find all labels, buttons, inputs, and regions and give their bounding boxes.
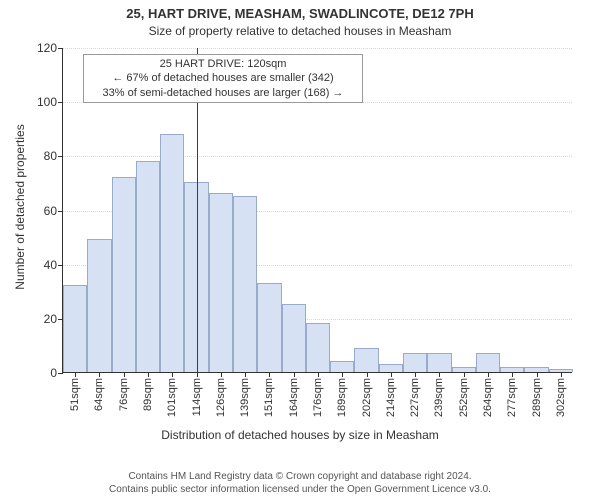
annotation-box: 25 HART DRIVE: 120sqm ← 67% of detached … bbox=[83, 54, 363, 103]
x-tick-label: 214sqm bbox=[385, 378, 397, 417]
histogram-bar bbox=[306, 323, 330, 372]
plot-area: 02040608010012051sqm64sqm76sqm89sqm101sq… bbox=[62, 48, 572, 373]
x-tick-label: 51sqm bbox=[69, 378, 81, 411]
y-tick-label: 60 bbox=[44, 204, 63, 218]
x-tick-label: 176sqm bbox=[312, 378, 324, 417]
grid-line bbox=[63, 48, 572, 49]
x-tick-label: 151sqm bbox=[263, 378, 275, 417]
histogram-bar bbox=[427, 353, 451, 372]
annotation-line1: 25 HART DRIVE: 120sqm bbox=[90, 57, 356, 71]
x-tick-label: 289sqm bbox=[531, 378, 543, 417]
y-tick-label: 120 bbox=[37, 41, 63, 55]
x-tick-label: 277sqm bbox=[506, 378, 518, 417]
x-tick-mark bbox=[148, 372, 149, 377]
x-tick-label: 227sqm bbox=[409, 378, 421, 417]
y-tick-label: 100 bbox=[37, 95, 63, 109]
x-tick-mark bbox=[318, 372, 319, 377]
x-tick-label: 264sqm bbox=[482, 378, 494, 417]
x-tick-mark bbox=[464, 372, 465, 377]
x-tick-label: 239sqm bbox=[433, 378, 445, 417]
x-tick-mark bbox=[367, 372, 368, 377]
chart-title-line1: 25, HART DRIVE, MEASHAM, SWADLINCOTE, DE… bbox=[0, 6, 600, 21]
x-tick-label: 252sqm bbox=[458, 378, 470, 417]
x-tick-mark bbox=[488, 372, 489, 377]
x-tick-mark bbox=[561, 372, 562, 377]
x-tick-mark bbox=[512, 372, 513, 377]
x-axis-label: Distribution of detached houses by size … bbox=[0, 428, 600, 442]
footer: Contains HM Land Registry data © Crown c… bbox=[0, 470, 600, 496]
chart-container: 25, HART DRIVE, MEASHAM, SWADLINCOTE, DE… bbox=[0, 0, 600, 500]
annotation-line2: ← 67% of detached houses are smaller (34… bbox=[90, 71, 356, 85]
x-tick-mark bbox=[439, 372, 440, 377]
annotation-line3: 33% of semi-detached houses are larger (… bbox=[90, 86, 356, 100]
x-tick-mark bbox=[124, 372, 125, 377]
x-tick-label: 302sqm bbox=[555, 378, 567, 417]
histogram-bar bbox=[160, 134, 184, 372]
histogram-bar bbox=[209, 193, 233, 372]
x-tick-mark bbox=[75, 372, 76, 377]
x-tick-label: 76sqm bbox=[118, 378, 130, 411]
x-tick-label: 89sqm bbox=[142, 378, 154, 411]
x-tick-mark bbox=[342, 372, 343, 377]
x-tick-label: 189sqm bbox=[336, 378, 348, 417]
y-tick-label: 20 bbox=[44, 312, 63, 326]
x-tick-mark bbox=[197, 372, 198, 377]
x-tick-label: 101sqm bbox=[166, 378, 178, 417]
x-tick-mark bbox=[99, 372, 100, 377]
y-tick-label: 40 bbox=[44, 258, 63, 272]
x-tick-mark bbox=[172, 372, 173, 377]
histogram-bar bbox=[379, 364, 403, 372]
y-tick-label: 0 bbox=[50, 366, 63, 380]
histogram-bar bbox=[282, 304, 306, 372]
x-tick-mark bbox=[537, 372, 538, 377]
histogram-bar bbox=[87, 239, 111, 372]
y-axis-label: Number of detached properties bbox=[13, 107, 27, 307]
histogram-bar bbox=[257, 283, 281, 372]
x-tick-label: 126sqm bbox=[215, 378, 227, 417]
y-tick-label: 80 bbox=[44, 149, 63, 163]
x-tick-label: 64sqm bbox=[93, 378, 105, 411]
x-tick-mark bbox=[415, 372, 416, 377]
histogram-bar bbox=[136, 161, 160, 372]
histogram-bar bbox=[403, 353, 427, 372]
x-tick-mark bbox=[221, 372, 222, 377]
histogram-bar bbox=[112, 177, 136, 372]
x-tick-label: 114sqm bbox=[191, 378, 203, 416]
x-tick-label: 202sqm bbox=[361, 378, 373, 417]
chart-title-line2: Size of property relative to detached ho… bbox=[0, 24, 600, 38]
histogram-bar bbox=[63, 285, 87, 372]
x-tick-label: 139sqm bbox=[239, 378, 251, 417]
x-tick-label: 164sqm bbox=[288, 378, 300, 417]
histogram-bar bbox=[233, 196, 257, 372]
x-tick-mark bbox=[391, 372, 392, 377]
x-tick-mark bbox=[245, 372, 246, 377]
x-tick-mark bbox=[294, 372, 295, 377]
grid-line bbox=[63, 156, 572, 157]
histogram-bar bbox=[354, 348, 378, 372]
footer-line1: Contains HM Land Registry data © Crown c… bbox=[0, 470, 600, 483]
histogram-bar bbox=[330, 361, 354, 372]
x-tick-mark bbox=[269, 372, 270, 377]
histogram-bar bbox=[476, 353, 500, 372]
footer-line2: Contains public sector information licen… bbox=[0, 483, 600, 496]
